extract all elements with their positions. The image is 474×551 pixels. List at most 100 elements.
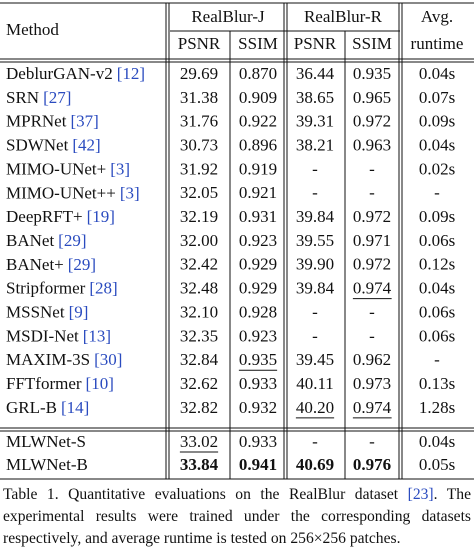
value-cell: 31.76 — [180, 112, 218, 131]
citation: [23] — [407, 486, 434, 503]
caption: Table 1. Quantitative evaluations on the… — [3, 484, 471, 550]
value-cell: 0.05s — [419, 455, 455, 474]
value-cell: 1.28s — [419, 398, 455, 417]
value-cell: 39.90 — [296, 255, 334, 274]
method-name: MPRNet — [6, 112, 67, 131]
value-cell: 0.972 — [353, 207, 391, 226]
value-cell: 0.13s — [419, 374, 455, 393]
method-cell: DeepRFT+ [19] — [6, 207, 115, 226]
value-cell: 38.21 — [296, 135, 334, 154]
value-cell: 0.02s — [419, 159, 455, 178]
value-cell: 0.929 — [239, 255, 277, 274]
value-cell: 32.00 — [180, 231, 218, 250]
citation: [9] — [69, 302, 89, 321]
method-cell: FFTformer [10] — [6, 374, 114, 393]
method-header: Method — [6, 20, 59, 39]
value-cell: - — [312, 432, 318, 451]
value-cell: 0.921 — [239, 183, 277, 202]
value-cell: 0.974 — [353, 279, 392, 298]
value-cell: - — [369, 302, 375, 321]
method-name: BANet+ — [6, 255, 64, 274]
value-cell: - — [434, 350, 440, 369]
method-name: MSDI-Net — [6, 326, 79, 345]
value-cell: 0.972 — [353, 255, 391, 274]
citation: [10] — [86, 374, 114, 393]
value-cell: 38.65 — [296, 88, 334, 107]
value-cell: 0.971 — [353, 231, 391, 250]
value-cell: 32.48 — [180, 279, 218, 298]
caption-text: . The experimental results were trained … — [3, 486, 471, 547]
value-cell: 33.84 — [180, 455, 219, 474]
method-name: MSSNet — [6, 302, 65, 321]
value-cell: 39.55 — [296, 231, 334, 250]
value-cell: 0.04s — [419, 64, 455, 83]
value-cell: 39.84 — [296, 279, 335, 298]
value-cell: 0.935 — [353, 64, 391, 83]
value-cell: 0.933 — [239, 432, 277, 451]
value-cell: 0.12s — [419, 255, 455, 274]
value-cell: - — [312, 159, 318, 178]
method-name: MLWNet-B — [6, 455, 88, 474]
method-name: GRL-B — [6, 398, 57, 417]
value-cell: 0.923 — [239, 231, 277, 250]
value-cell: 29.69 — [180, 64, 218, 83]
value-cell: 32.84 — [180, 350, 219, 369]
group-header: RealBlur-J — [191, 7, 265, 26]
method-name: DeepRFT+ — [6, 207, 83, 226]
citation: [29] — [58, 231, 86, 250]
citation: [42] — [72, 135, 100, 154]
value-cell: 31.38 — [180, 88, 218, 107]
method-cell: MIMO-UNet++ [3] — [6, 183, 140, 202]
value-cell: 0.870 — [239, 64, 277, 83]
sub-header: PSNR — [294, 34, 337, 53]
value-cell: 32.42 — [180, 255, 218, 274]
value-cell: 0.07s — [419, 88, 455, 107]
value-cell: 0.932 — [239, 398, 277, 417]
value-cell: 40.11 — [296, 374, 334, 393]
method-cell: MLWNet-B — [6, 455, 88, 474]
value-cell: 39.45 — [296, 350, 334, 369]
value-cell: 0.963 — [353, 135, 391, 154]
value-cell: 0.928 — [239, 302, 277, 321]
value-cell: 32.35 — [180, 326, 218, 345]
citation: [12] — [117, 64, 145, 83]
value-cell: 40.69 — [296, 455, 334, 474]
runtime-header: runtime — [411, 34, 464, 53]
method-cell: SDWNet [42] — [6, 135, 101, 154]
method-cell: SRN [27] — [6, 88, 71, 107]
runtime-header: Avg. — [421, 7, 453, 26]
value-cell: 0.972 — [353, 112, 391, 131]
value-cell: 0.909 — [239, 88, 277, 107]
value-cell: 0.06s — [419, 302, 455, 321]
value-cell: 39.84 — [296, 207, 335, 226]
value-cell: 32.10 — [180, 302, 218, 321]
method-name: Stripformer — [6, 279, 86, 298]
value-cell: 32.82 — [180, 398, 218, 417]
method-name: BANet — [6, 231, 54, 250]
value-cell: 0.974 — [353, 398, 392, 417]
citation: [14] — [61, 398, 89, 417]
method-cell: MPRNet [37] — [6, 112, 99, 131]
sub-header: SSIM — [352, 34, 392, 53]
caption-text: Table 1. Quantitative evaluations on the… — [3, 486, 408, 503]
value-cell: 0.962 — [353, 350, 391, 369]
value-cell: 33.02 — [180, 432, 218, 451]
value-cell: - — [369, 159, 375, 178]
value-cell: 0.04s — [419, 279, 455, 298]
sub-header: PSNR — [178, 34, 221, 53]
method-cell: Stripformer [28] — [6, 279, 118, 298]
value-cell: 32.19 — [180, 207, 218, 226]
citation: [27] — [43, 88, 71, 107]
group-header: RealBlur-R — [304, 7, 383, 26]
value-cell: 0.941 — [239, 455, 277, 474]
method-cell: MAXIM-3S [30] — [6, 350, 122, 369]
value-cell: 40.20 — [296, 398, 334, 417]
value-cell: 0.919 — [239, 159, 277, 178]
value-cell: 0.933 — [239, 374, 277, 393]
method-name: DeblurGAN-v2 — [6, 64, 113, 83]
value-cell: 32.62 — [180, 374, 218, 393]
method-name: MLWNet-S — [6, 432, 86, 451]
value-cell: - — [312, 326, 318, 345]
value-cell: 0.976 — [353, 455, 391, 474]
